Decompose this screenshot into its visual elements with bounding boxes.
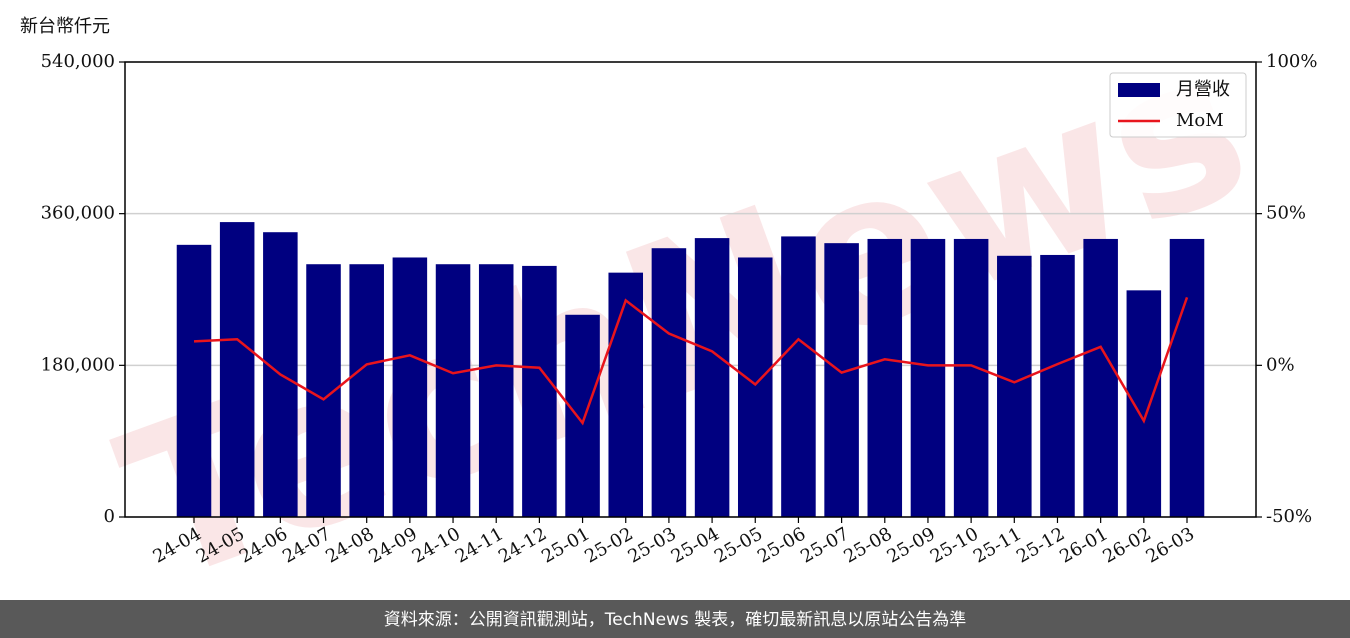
x-tick-label: 25-10 [927, 523, 982, 567]
x-tick-label: 25-09 [884, 523, 939, 567]
y-tick-label: 360,000 [41, 203, 115, 224]
x-tick-label: 26-01 [1056, 523, 1111, 567]
plot-frame [124, 61, 1257, 518]
x-tick-label: 26-02 [1099, 523, 1154, 567]
y2-tick-label: 100% [1266, 51, 1317, 72]
x-tick-label: 24-11 [452, 523, 507, 567]
bar [1040, 254, 1075, 517]
bar [997, 255, 1032, 517]
bar [824, 243, 859, 517]
mom-line [193, 296, 1189, 426]
bar [651, 248, 687, 518]
y-axis-label: 新台幣仟元 [20, 16, 110, 37]
bar [349, 264, 384, 517]
bar [565, 314, 600, 517]
y2-tick-label: 50% [1266, 203, 1306, 224]
bar [781, 236, 816, 517]
bar [608, 272, 644, 517]
y2-tick-label: 0% [1266, 354, 1295, 375]
x-tick-label: 25-02 [581, 523, 636, 567]
footer: 資料來源：公開資訊觀測站，TechNews 製表，確切最新訊息以原站公告為準 [384, 610, 966, 630]
y2-tick-label: -50% [1266, 506, 1312, 527]
y-tick-label: 0 [104, 506, 115, 527]
bar [176, 244, 212, 517]
legend-label: 月營收 [1176, 79, 1230, 100]
bar [392, 257, 428, 517]
x-tick-label: 25-04 [668, 523, 723, 567]
x-tick-label: 25-11 [970, 523, 1025, 567]
bar [737, 257, 773, 517]
bar [522, 265, 557, 517]
bar [435, 264, 471, 517]
bar [1169, 238, 1205, 517]
bar [694, 238, 730, 517]
x-tick-label: 26-03 [1143, 523, 1198, 567]
legend-label: MoM [1176, 110, 1224, 131]
legend-swatch [1118, 83, 1160, 97]
bar [1083, 238, 1118, 517]
footer-band [0, 600, 1350, 638]
y-tick-label: 540,000 [41, 51, 115, 72]
bar [478, 264, 514, 517]
x-tick-label: 24-12 [495, 523, 550, 567]
bar [910, 238, 946, 517]
x-tick-label: 25-06 [754, 523, 809, 567]
bar [953, 238, 989, 517]
x-tick-label: 25-01 [538, 523, 593, 567]
x-tick-label: 25-03 [624, 523, 679, 567]
x-tick-label: 25-12 [1013, 523, 1068, 567]
bar [1126, 290, 1162, 517]
x-tick-label: 25-07 [797, 523, 852, 567]
x-tick-label: 25-05 [711, 523, 766, 567]
bar [867, 238, 903, 517]
y-tick-label: 180,000 [41, 354, 115, 375]
x-tick-label: 25-08 [840, 523, 895, 567]
bar [219, 222, 255, 517]
